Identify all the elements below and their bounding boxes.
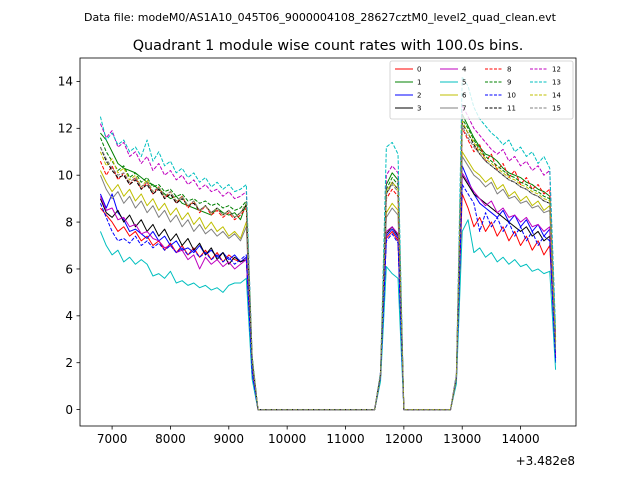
legend-label-14: 14 <box>552 92 561 100</box>
x-tick-label: 14000 <box>501 432 539 446</box>
legend-label-1: 1 <box>417 79 421 87</box>
legend-label-12: 12 <box>552 66 561 74</box>
x-tick-label: 8000 <box>155 432 186 446</box>
legend-label-2: 2 <box>417 92 421 100</box>
plot-lines <box>99 76 557 411</box>
y-tick-label: 0 <box>65 403 73 417</box>
legend-label-8: 8 <box>507 66 511 74</box>
legend-label-7: 7 <box>462 105 466 113</box>
legend-label-10: 10 <box>507 92 516 100</box>
legend-frame <box>389 60 574 120</box>
x-axis-ticks: 7000 8000 9000 10000 11000 12000 13000 14000 <box>97 426 540 446</box>
y-tick-label: 14 <box>58 75 73 89</box>
legend-label-11: 11 <box>507 105 516 113</box>
y-tick-label: 6 <box>65 262 73 276</box>
series-line-8 <box>99 127 557 411</box>
legend-label-15: 15 <box>552 105 561 113</box>
chart-title: Quadrant 1 module wise count rates with … <box>133 38 524 54</box>
axes-frame <box>79 57 577 427</box>
y-tick-label: 4 <box>65 309 73 323</box>
legend-label-6: 6 <box>462 92 467 100</box>
legend-label-0: 0 <box>417 66 421 74</box>
x-axis-offset-label: +3.482e8 <box>516 454 575 468</box>
legend-label-4: 4 <box>462 66 467 74</box>
figure-suptitle: Data file: modeM0/AS1A10_045T06_90000041… <box>84 11 557 24</box>
x-tick-label: 10000 <box>268 432 306 446</box>
legend-label-5: 5 <box>462 79 466 87</box>
y-axis-ticks: 0 2 4 6 8 10 12 14 <box>58 75 80 417</box>
x-tick-label: 11000 <box>326 432 364 446</box>
y-tick-label: 8 <box>65 215 73 229</box>
legend-label-3: 3 <box>417 105 421 113</box>
x-tick-label: 12000 <box>385 432 423 446</box>
legend-label-9: 9 <box>507 79 511 87</box>
y-tick-label: 10 <box>58 168 73 182</box>
x-tick-label: 9000 <box>214 432 245 446</box>
legend-label-13: 13 <box>552 79 561 87</box>
series-line-15 <box>99 125 557 411</box>
x-tick-label: 13000 <box>443 432 481 446</box>
x-tick-label: 7000 <box>97 432 128 446</box>
y-tick-label: 2 <box>65 356 73 370</box>
y-tick-label: 12 <box>58 122 73 136</box>
